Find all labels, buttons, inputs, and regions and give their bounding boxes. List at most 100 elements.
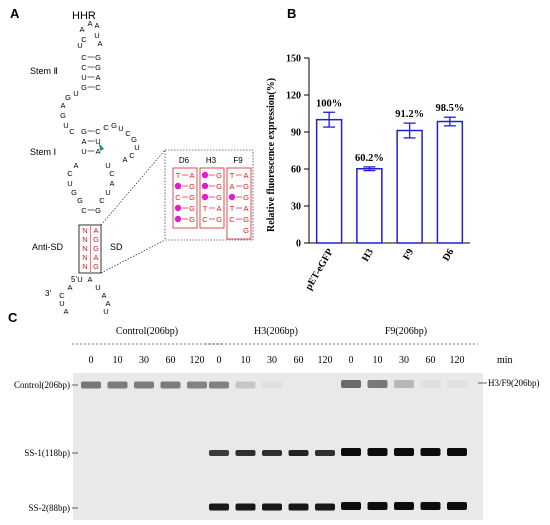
time-label: 10 [241,355,251,366]
panel-c-letter: C [8,310,18,325]
inset-base-right: G [189,193,195,202]
y-tick-label: 60 [291,165,301,176]
nucleotide-stem2-right: A [95,73,100,82]
y-axis-ticks: 0 30 60 90 120 150 [286,54,309,250]
nucleotide-sd-left: N [82,262,87,271]
nucleotide-left-loop: C [69,127,75,136]
inset-base-right: G [189,215,195,224]
nucleotide-sd-left: N [82,244,87,253]
nucleotide-stem2-right: G [95,53,101,62]
inset-box-f9 [226,167,252,240]
nucleotide-stem2-right: C [95,83,101,92]
bar-pet-egfp [315,118,343,244]
nucleotide-lower-right: U [105,161,110,170]
nucleotide-left-loop: G [60,111,66,120]
inset-base-right: G [243,193,249,202]
y-tick-label: 150 [286,54,301,65]
time-unit-label: min [497,355,513,366]
inset-base-left: T [203,204,208,213]
five-prime-label: 5' [71,275,77,284]
band-f9-full [421,380,441,388]
nucleotide-right-loop: C [125,129,131,138]
band-f9-ss2 [420,502,441,510]
y-tick-label: 90 [291,128,301,139]
nucleotide-lower-right: C [99,196,105,205]
band-f9-full [341,380,361,388]
inset-box-h3 [199,167,225,229]
inset-label: H3 [206,156,217,165]
inset-base-right: G [216,171,222,180]
inset-base-right: A [243,204,248,213]
time-labels: 0 10 30 60 120 0 10 30 60 120 0 10 30 60 120 [89,355,465,366]
mutation-dot [174,204,182,212]
nucleotide-left-loop: U [63,121,68,130]
bars: 100% pET-eGFP 60.2% H3 91.2% F9 98.5% D6 [303,98,464,292]
band-f9-ss1 [341,448,361,456]
bar-value-label: 60.2% [355,153,384,164]
band-f9-ss2 [367,502,388,510]
y-tick-label: 30 [291,202,301,213]
nucleotide-bottom-left: A [63,307,68,316]
nucleotide-right-loop: C [103,123,109,132]
group-label-control: Control(206bp) [116,326,178,337]
bar-value-label: 100% [316,98,342,109]
inset-base-left: C [175,193,181,202]
row-label-ss2: SS-2(88bp) [28,503,70,513]
inset-base-left: C [202,215,208,224]
nucleotide-right-loop: G [111,121,117,130]
band-control-full [81,381,101,389]
band-h3-ss2 [262,503,282,511]
nucleotide-bottom-right: A [105,299,110,308]
group-label-f9: F9(206bp) [385,326,427,337]
nucleotide-left-loop: U [73,89,78,98]
band-f9-ss2 [394,502,414,510]
nucleotide-sd-left: N [82,226,87,235]
anti-sd-label: Anti-SD [32,242,64,252]
bar-h3 [356,168,383,244]
band-h3-ss1 [288,450,309,456]
time-label: 10 [113,355,123,366]
nucleotide-right-loop: U [134,143,139,152]
mutation-dot [174,182,182,190]
band-h3-ss2 [315,503,335,511]
x-category-label: pET-eGFP [303,247,335,292]
nucleotide-right-loop: G [131,135,137,144]
three-prime-label: 3' [45,289,51,298]
zoom-line-bottom [100,239,166,274]
inset-base-right: G [189,204,195,213]
inset-base-right: G [216,193,222,202]
nucleotide-sd-right: A [93,226,98,235]
nucleotide-sd-left: N [82,253,87,262]
inset-box-d6 [172,167,198,229]
row-label-control: Control(206bp) [14,380,70,390]
nucleotide-top-loop: A [97,39,102,48]
nucleotide-lower-left: C [67,169,73,178]
nucleotide-bottom-left: U [77,275,82,284]
nucleotide-top-loop: A [94,21,99,30]
mutation-dot [201,193,209,201]
inset-variants: D6TAAGCGCGCGH3CGCGCGTACGF9TAAGCGTACGG [172,156,252,240]
inset-label: D6 [179,156,190,165]
inset-base-right: G [243,226,249,235]
nucleotide-stem1-right: U [95,137,100,146]
time-label: 60 [426,355,436,366]
hhr-title: HHR [72,10,96,22]
nucleotide-stem1-right: A [95,147,100,156]
band-h3-ss1 [209,450,229,456]
nucleotide-sd-right: G [93,244,99,253]
nucleotide-lower-left: G [71,188,77,197]
nucleotide-lower-left: U [67,179,72,188]
time-label: 30 [267,355,277,366]
bar-value-label: 91.2% [395,109,424,120]
band-f9-ss2 [447,502,467,510]
inset-base-left: T [230,204,235,213]
nucleotide-top-loop: A [79,25,84,34]
inset-base-right: G [243,215,249,224]
band-control-full [134,381,154,389]
inset-base-left: T [176,171,181,180]
band-control-full [107,381,128,389]
nucleotide-bottom-left: U [59,299,64,308]
nucleotide-stem1-left: A [81,137,86,146]
time-label: 120 [318,355,333,366]
